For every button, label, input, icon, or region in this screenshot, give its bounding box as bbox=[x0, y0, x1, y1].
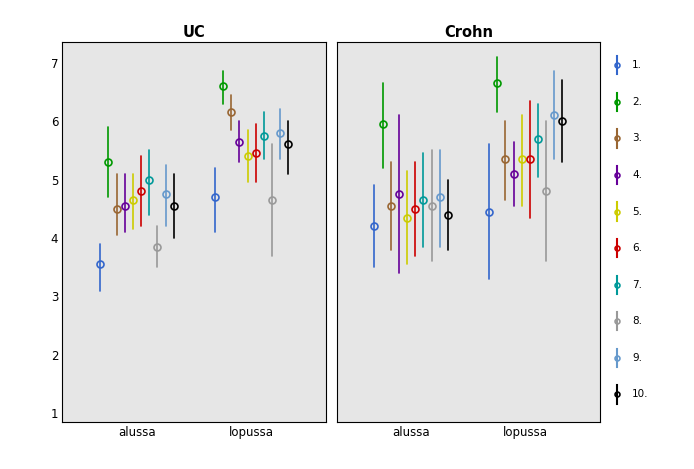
Text: 4.: 4. bbox=[632, 170, 642, 180]
Text: 10.: 10. bbox=[632, 389, 649, 400]
Text: 9.: 9. bbox=[632, 353, 642, 363]
Text: 1.: 1. bbox=[632, 60, 642, 70]
Title: UC: UC bbox=[183, 25, 205, 40]
Title: Crohn: Crohn bbox=[444, 25, 493, 40]
Text: 5.: 5. bbox=[632, 206, 642, 217]
Text: 2.: 2. bbox=[632, 97, 642, 107]
Text: 8.: 8. bbox=[632, 316, 642, 326]
Text: 3.: 3. bbox=[632, 133, 642, 144]
Text: 6.: 6. bbox=[632, 243, 642, 253]
Text: 7.: 7. bbox=[632, 280, 642, 290]
